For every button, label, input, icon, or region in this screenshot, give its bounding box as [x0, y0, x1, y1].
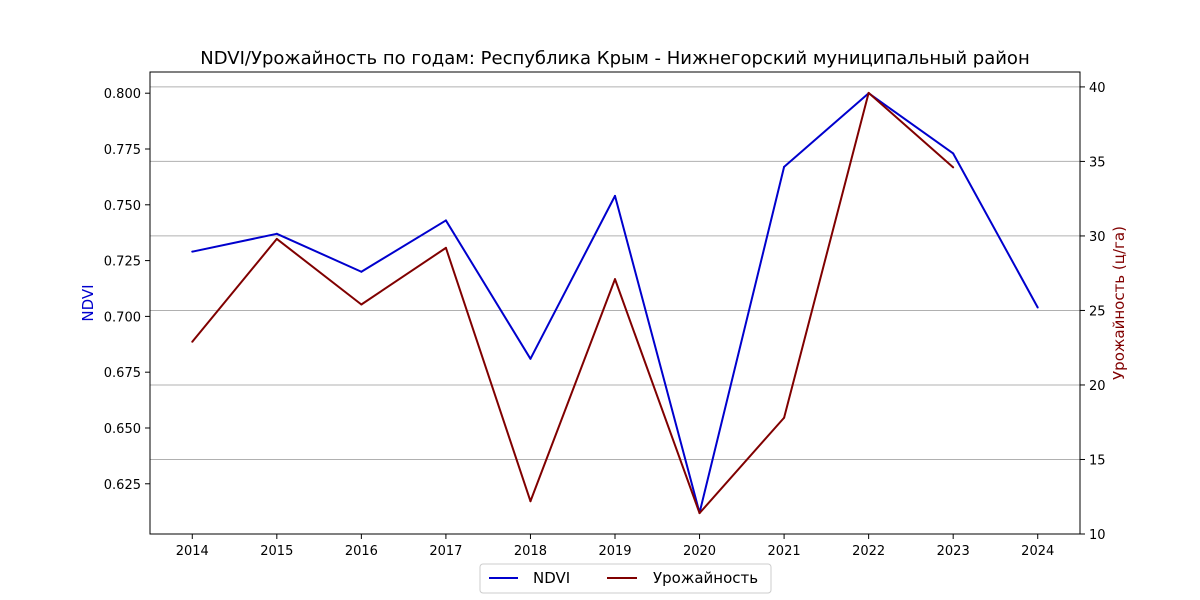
data-point-ndvi: [275, 232, 278, 235]
data-point-ndvi: [444, 219, 447, 222]
legend: NDVI Урожайность: [479, 563, 772, 594]
x-tick-label: 2022: [852, 544, 885, 559]
legend-label-yield: Урожайность: [653, 569, 758, 587]
data-point-yield: [529, 500, 532, 503]
data-point-ndvi: [360, 270, 363, 273]
data-point-ndvi: [1036, 306, 1039, 309]
series-line-yield: [191, 91, 954, 515]
right-y-tick-label: 35: [1089, 155, 1106, 170]
plot-frame: [149, 71, 1081, 535]
right-y-tick-label: 40: [1089, 81, 1106, 96]
x-tick-label: 2024: [1021, 544, 1054, 559]
data-point-ndvi: [529, 357, 532, 360]
data-point-yield: [614, 278, 616, 281]
left-y-tick-label: 0.650: [104, 422, 141, 437]
left-y-axis: 0.625 0.650 0.675 0.700 0.725 0.750 0.775 0.800: [104, 87, 150, 493]
left-y-tick-label: 0.775: [104, 143, 141, 158]
left-axis-label: NDVI: [79, 284, 97, 321]
chart-title: NDVI/Урожайность по годам: Республика Кр…: [200, 48, 1029, 69]
grid-lines: [150, 86, 1080, 460]
data-point-yield: [444, 246, 447, 249]
data-point-ndvi: [952, 152, 955, 155]
left-y-tick-label: 0.725: [104, 255, 141, 270]
left-y-tick-label: 0.800: [104, 87, 141, 102]
data-point-ndvi: [614, 194, 616, 197]
data-point-yield: [783, 416, 786, 419]
x-tick-label: 2021: [768, 544, 801, 559]
data-point-ndvi: [191, 250, 194, 253]
x-tick-label: 2014: [176, 544, 209, 559]
legend-label-ndvi: NDVI: [533, 569, 570, 587]
right-y-tick-label: 15: [1089, 453, 1106, 468]
data-point-yield: [360, 303, 363, 306]
left-y-tick-label: 0.700: [104, 310, 141, 325]
data-point-yield: [275, 237, 278, 240]
x-tick-label: 2016: [345, 544, 378, 559]
x-tick-label: 2020: [683, 544, 716, 559]
data-point-yield: [698, 512, 701, 515]
x-axis: 2014 2015 2016 2017 2018 2019 2020 2021 2022 2023…: [176, 534, 1054, 559]
data-point-ndvi: [783, 165, 786, 168]
right-y-tick-label: 20: [1089, 379, 1106, 394]
left-y-tick-label: 0.625: [104, 478, 141, 493]
x-tick-label: 2017: [429, 544, 462, 559]
data-point-yield: [952, 166, 955, 169]
x-tick-label: 2018: [514, 544, 547, 559]
right-y-axis: 10 15 20 25 30 35 40: [1080, 81, 1106, 543]
right-axis-label: Урожайность (ц/га): [1110, 226, 1128, 380]
left-y-tick-label: 0.750: [104, 199, 141, 214]
left-y-tick-label: 0.675: [104, 366, 141, 381]
data-point-yield: [867, 91, 870, 94]
x-tick-label: 2019: [598, 544, 631, 559]
right-y-tick-label: 25: [1089, 304, 1106, 319]
x-tick-label: 2015: [260, 544, 293, 559]
data-point-yield: [191, 340, 194, 343]
right-y-tick-label: 30: [1089, 230, 1106, 245]
right-y-tick-label: 10: [1089, 528, 1106, 543]
plot-lines: [191, 91, 1039, 515]
series-line-ndvi: [192, 92, 1039, 514]
x-tick-label: 2023: [937, 544, 970, 559]
